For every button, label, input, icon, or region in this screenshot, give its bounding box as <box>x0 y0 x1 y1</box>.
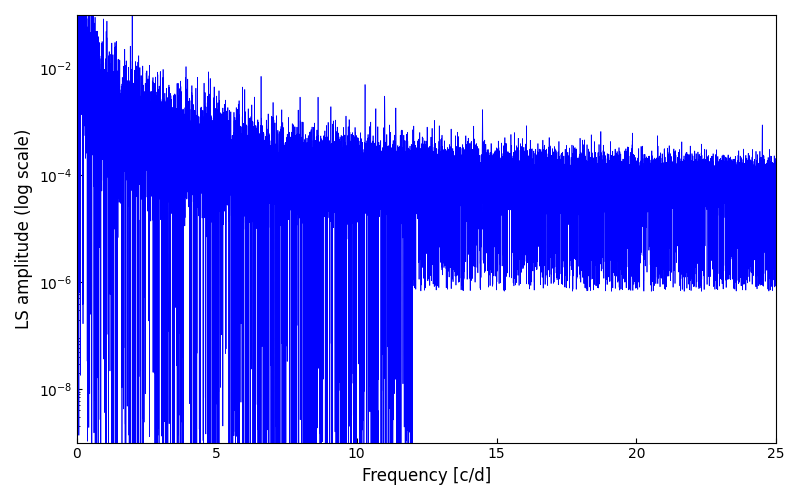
Y-axis label: LS amplitude (log scale): LS amplitude (log scale) <box>15 128 33 329</box>
X-axis label: Frequency [c/d]: Frequency [c/d] <box>362 467 491 485</box>
